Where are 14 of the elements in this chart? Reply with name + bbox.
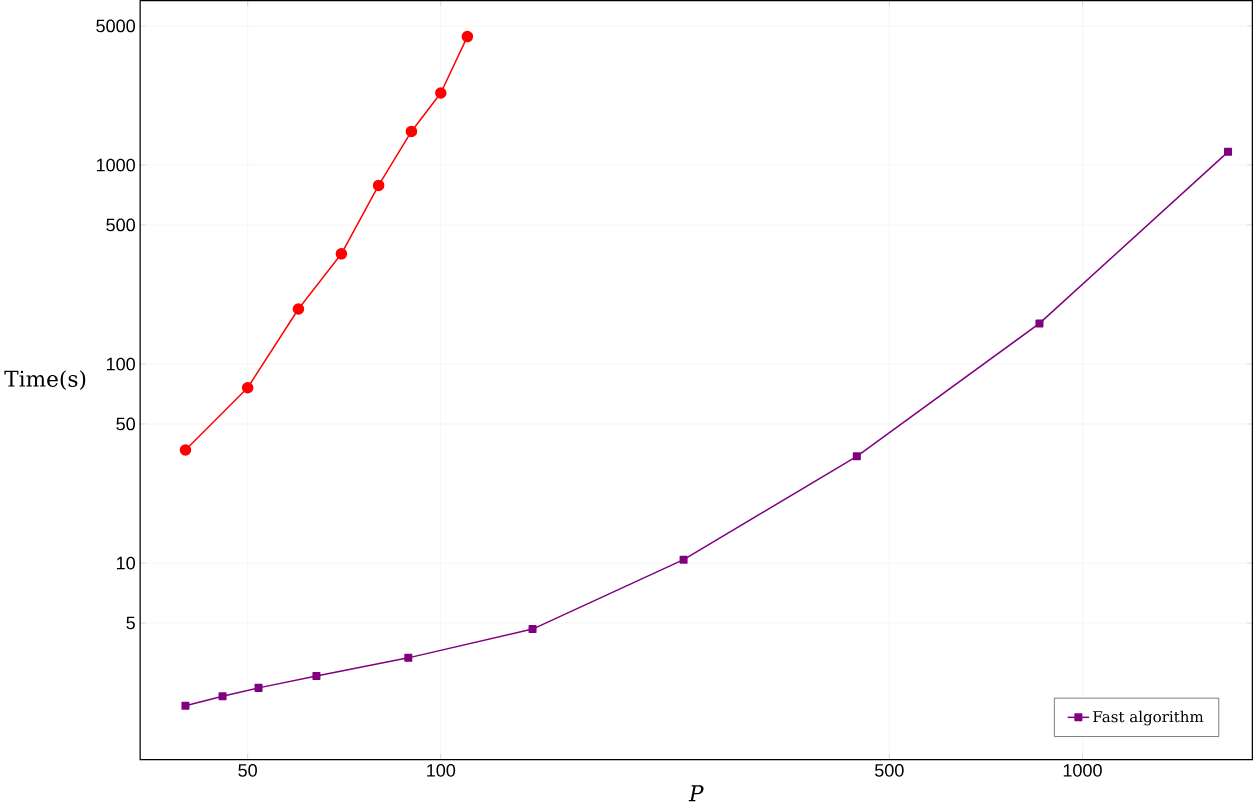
- y-tick-label: 100: [106, 357, 136, 371]
- y-tick-label: 10: [117, 556, 136, 570]
- x-tick-label: 500: [874, 763, 904, 777]
- y-tick-label: 5000: [96, 19, 135, 33]
- y-axis-title: Time(s): [4, 370, 86, 390]
- y-tick-label: 5: [126, 616, 135, 630]
- x-tick-label: 1000: [1063, 763, 1102, 777]
- y-tick-label: 500: [106, 218, 136, 232]
- legend-label: Fast algorithm: [1093, 710, 1204, 726]
- y-tick-label: 50: [116, 417, 136, 431]
- y-tick-label: 1000: [96, 158, 135, 172]
- x-axis-title: P: [688, 785, 704, 801]
- x-tick-label: 50: [238, 763, 257, 777]
- x-tick-label: 100: [427, 763, 456, 777]
